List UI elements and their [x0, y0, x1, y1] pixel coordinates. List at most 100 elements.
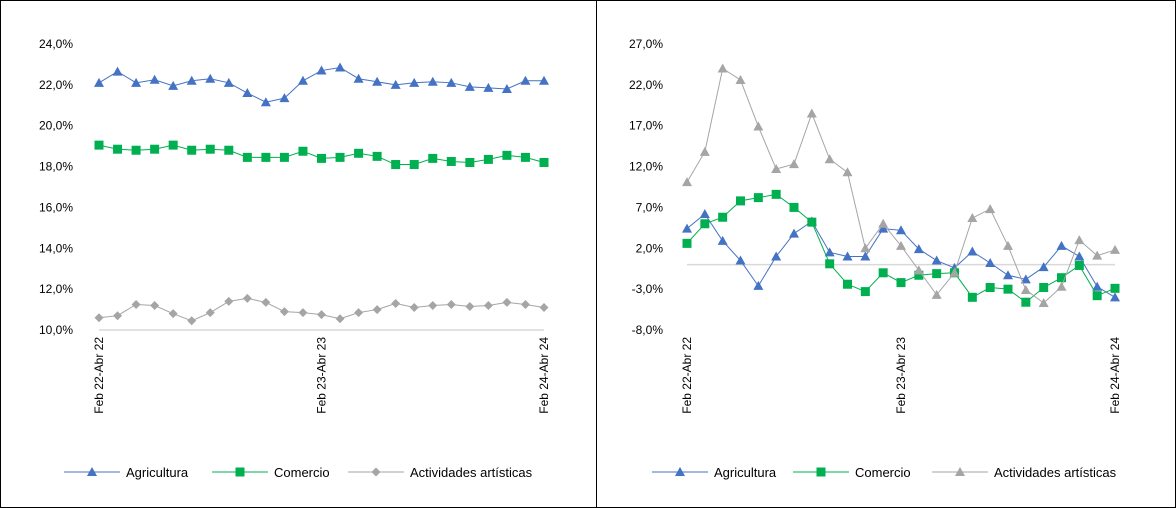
- data-point-agricultura: [771, 251, 782, 261]
- legend-item-comercio: Comercio: [793, 465, 911, 480]
- data-point-actividades-artisticas: [1003, 240, 1013, 250]
- legend-marker: [235, 467, 245, 477]
- data-point-comercio: [224, 145, 234, 155]
- data-point-actividades-artisticas: [242, 293, 252, 303]
- data-point-agricultura: [682, 223, 692, 233]
- data-point-comercio: [502, 150, 512, 160]
- data-point-comercio: [1039, 283, 1049, 293]
- data-point-agricultura: [186, 75, 197, 85]
- data-point-comercio: [896, 278, 906, 288]
- data-point-comercio: [1074, 260, 1084, 270]
- data-point-comercio: [391, 160, 401, 170]
- data-point-comercio: [428, 153, 438, 163]
- data-point-agricultura: [464, 81, 475, 91]
- data-point-actividades-artisticas: [298, 308, 308, 318]
- y-tick-label: -3,0%: [632, 282, 664, 296]
- data-point-agricultura: [427, 76, 438, 86]
- data-point-agricultura: [112, 66, 123, 76]
- data-point-comercio: [446, 156, 456, 166]
- data-point-comercio: [409, 160, 419, 170]
- data-point-comercio: [1021, 297, 1031, 307]
- data-point-actividades-artisticas: [261, 297, 271, 307]
- legend-marker: [87, 467, 97, 476]
- data-point-comercio: [242, 152, 252, 162]
- data-point-comercio: [483, 154, 493, 164]
- chart-panel-right: -8,0% -3,0% 2,0% 7,0% 12,0% 17,0% 22,0% 27,0% Fe…: [596, 0, 1176, 508]
- data-point-agricultura: [1074, 251, 1085, 261]
- data-point-actividades-artisticas: [1020, 284, 1031, 294]
- data-point-actividades-artisticas: [94, 313, 104, 323]
- data-point-comercio: [682, 238, 692, 248]
- x-tick-label: Feb 23-Abr 23: [894, 337, 908, 414]
- data-point-actividades-artisticas: [354, 308, 364, 318]
- data-point-agricultura: [789, 228, 799, 238]
- data-point-comercio: [168, 140, 178, 150]
- data-point-agricultura: [353, 73, 364, 83]
- data-point-agricultura: [860, 251, 871, 261]
- data-point-actividades-artisticas: [539, 303, 549, 313]
- data-point-comercio: [860, 287, 870, 297]
- data-point-agricultura: [717, 235, 728, 245]
- data-point-agricultura: [483, 82, 494, 92]
- legend-label: Agricultura: [126, 465, 189, 480]
- data-point-agricultura: [94, 77, 104, 87]
- data-point-actividades-artisticas: [428, 300, 438, 310]
- data-point-comercio: [335, 152, 345, 162]
- data-point-actividades-artisticas: [896, 240, 906, 250]
- data-point-actividades-artisticas: [409, 303, 419, 313]
- data-point-actividades-artisticas: [483, 300, 493, 310]
- series-comercio: [94, 140, 549, 170]
- x-tick-label: Feb 24-Abr 24: [1108, 337, 1122, 414]
- data-point-comercio: [825, 259, 835, 269]
- y-tick-label: 10,0%: [39, 323, 73, 337]
- data-point-actividades-artisticas: [1038, 298, 1049, 308]
- y-tick-label: 14,0%: [39, 241, 73, 255]
- data-point-agricultura: [539, 75, 549, 85]
- legend-label: Comercio: [855, 465, 911, 480]
- data-point-agricultura: [913, 244, 924, 254]
- data-point-comercio: [736, 196, 745, 206]
- data-point-actividades-artisticas: [753, 121, 764, 131]
- x-tick-label: Feb 23-Abr 23: [315, 337, 329, 414]
- legend-item-actividades-artisticas: Actividades artísticas: [348, 465, 533, 480]
- data-point-actividades-artisticas: [717, 63, 728, 73]
- data-point-actividades-artisticas: [878, 218, 889, 228]
- data-point-agricultura: [878, 223, 889, 233]
- data-point-comercio: [1092, 291, 1102, 301]
- data-point-agricultura: [931, 255, 942, 265]
- data-point-actividades-artisticas: [1056, 281, 1067, 291]
- line-chart-right: -8,0% -3,0% 2,0% 7,0% 12,0% 17,0% 22,0% 27,0% Fe…: [629, 37, 1122, 480]
- data-point-actividades-artisticas: [317, 310, 326, 320]
- data-point-actividades-artisticas: [335, 314, 345, 324]
- data-point-agricultura: [390, 79, 401, 89]
- legend-label: Agricultura: [714, 465, 777, 480]
- data-point-actividades-artisticas: [391, 298, 401, 308]
- series-actividades-artisticas: [682, 63, 1120, 308]
- legend-marker: [816, 467, 826, 477]
- y-tick-label: 2,0%: [636, 241, 664, 255]
- data-point-agricultura: [372, 76, 383, 86]
- legend-item-actividades-artisticas: Actividades artísticas: [932, 465, 1117, 480]
- data-point-actividades-artisticas: [842, 167, 853, 177]
- legend: Agricultura Comercio Actividades artística…: [652, 465, 1117, 480]
- data-point-comercio: [1057, 273, 1066, 283]
- data-point-actividades-artisticas: [735, 74, 746, 84]
- data-point-actividades-artisticas: [860, 243, 871, 253]
- data-point-actividades-artisticas: [131, 299, 141, 309]
- data-point-agricultura: [168, 80, 179, 90]
- x-tick-label: Feb 24-Abr 24: [537, 337, 551, 414]
- legend-item-agricultura: Agricultura: [652, 465, 777, 480]
- data-point-comercio: [753, 193, 763, 203]
- y-tick-label: 17,0%: [629, 119, 663, 133]
- data-point-actividades-artisticas: [931, 289, 942, 299]
- data-point-comercio: [261, 152, 271, 162]
- data-point-agricultura: [699, 208, 710, 218]
- data-point-comercio: [465, 157, 475, 167]
- y-tick-label: 22,0%: [39, 78, 73, 92]
- legend-label: Comercio: [274, 465, 330, 480]
- data-point-agricultura: [409, 77, 420, 87]
- data-point-actividades-artisticas: [205, 308, 215, 318]
- data-point-actividades-artisticas: [1110, 244, 1120, 254]
- y-tick-label: 16,0%: [39, 200, 73, 214]
